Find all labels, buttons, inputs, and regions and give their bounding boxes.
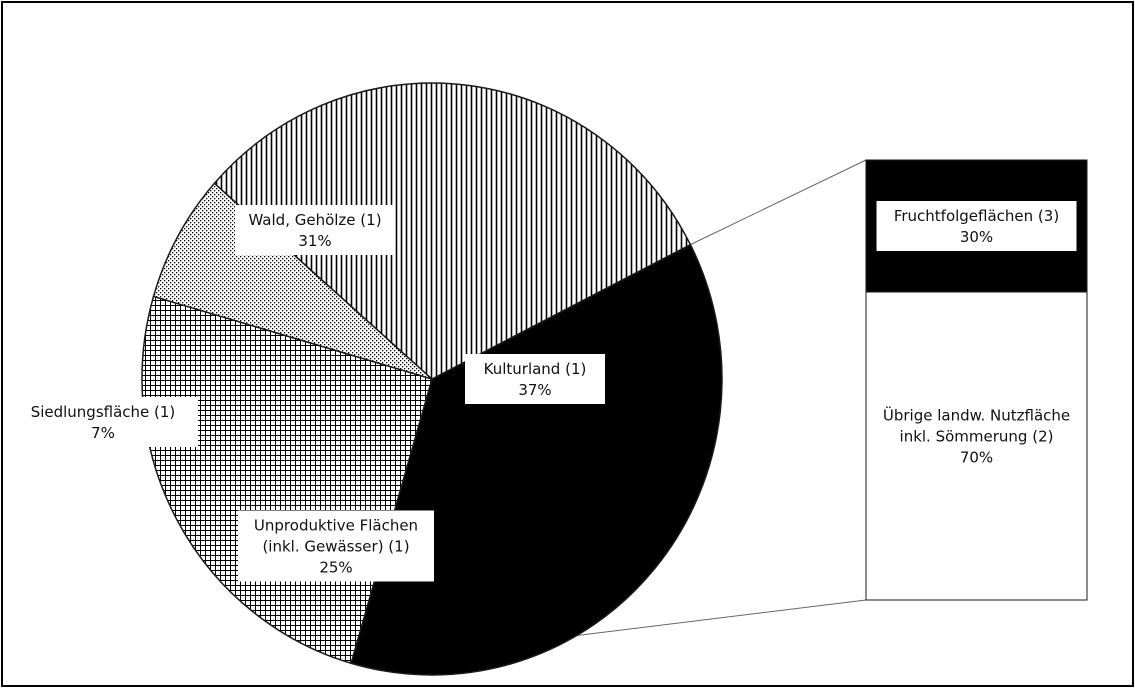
pie-label-siedlungsflache-1: Siedlungsfläche (1) 7% xyxy=(8,397,198,447)
bar-label-ubrige-landw-nutzflache-inkl-sommerung-2: Übrige landw. Nutzfläche inkl. Sömmerung … xyxy=(883,406,1070,467)
pie-label-unproduktive-flachen-inkl-gewasser-1-line: 25% xyxy=(319,559,352,577)
bar-label-ubrige-landw-nutzflache-inkl-sommerung-2-line: 70% xyxy=(960,449,993,467)
pie-label-wald-geholze-1: Wald, Gehölze (1) 31% xyxy=(235,205,395,255)
bar-label-fruchtfolgeflachen-3: Fruchtfolgeflächen (3) 30% xyxy=(876,201,1077,251)
bar-label-fruchtfolgeflachen-3-box xyxy=(876,201,1077,251)
pie-label-kulturland-1-box xyxy=(465,354,605,404)
bar-segment-ubrige-landw-nutzflache-inkl-sommerung-2 xyxy=(865,291,1088,601)
pie-label-unproduktive-flachen-inkl-gewasser-1: Unproduktive Flächen (inkl. Gewässer) (1)… xyxy=(238,510,434,582)
pie-label-siedlungsflache-1-line: Siedlungsfläche (1) xyxy=(31,403,176,421)
bar-label-ubrige-landw-nutzflache-inkl-sommerung-2-line: Übrige landw. Nutzfläche xyxy=(883,406,1070,425)
pie-label-wald-geholze-1-line: Wald, Gehölze (1) xyxy=(248,211,381,229)
pie-label-kulturland-1: Kulturland (1) 37% xyxy=(465,354,605,404)
pie-label-siedlungsflache-1-box xyxy=(8,397,198,447)
pie-label-unproduktive-flachen-inkl-gewasser-1-line: Unproduktive Flächen xyxy=(254,517,418,535)
pie xyxy=(141,82,723,676)
pie-slice-wald-geholze-1 xyxy=(213,82,692,380)
pie-label-unproduktive-flachen-inkl-gewasser-1-line: (inkl. Gewässer) (1) xyxy=(262,538,409,556)
data-labels: Kulturland (1) 37% Unproduktive Flächen (in… xyxy=(8,201,1077,582)
bar-label-fruchtfolgeflachen-3-line: 30% xyxy=(960,228,993,246)
pie-label-wald-geholze-1-line: 31% xyxy=(298,232,331,250)
pie-label-wald-geholze-1-box xyxy=(235,205,395,255)
pie-label-siedlungsflache-1-line: 7% xyxy=(91,424,115,442)
pie-slice-siedlungsflache-1 xyxy=(152,182,433,380)
pie-label-unproduktive-flachen-inkl-gewasser-1-box xyxy=(238,510,434,582)
pie-label-kulturland-1-line: 37% xyxy=(518,381,551,399)
connector-line-top xyxy=(690,159,867,246)
pie-slice-kulturland-1 xyxy=(350,243,723,676)
pie-label-kulturland-1-line: Kulturland (1) xyxy=(484,360,587,378)
bar-label-fruchtfolgeflachen-3-line: Fruchtfolgeflächen (3) xyxy=(894,207,1059,225)
bar-label-ubrige-landw-nutzflache-inkl-sommerung-2-line: inkl. Sömmerung (2) xyxy=(900,428,1054,446)
